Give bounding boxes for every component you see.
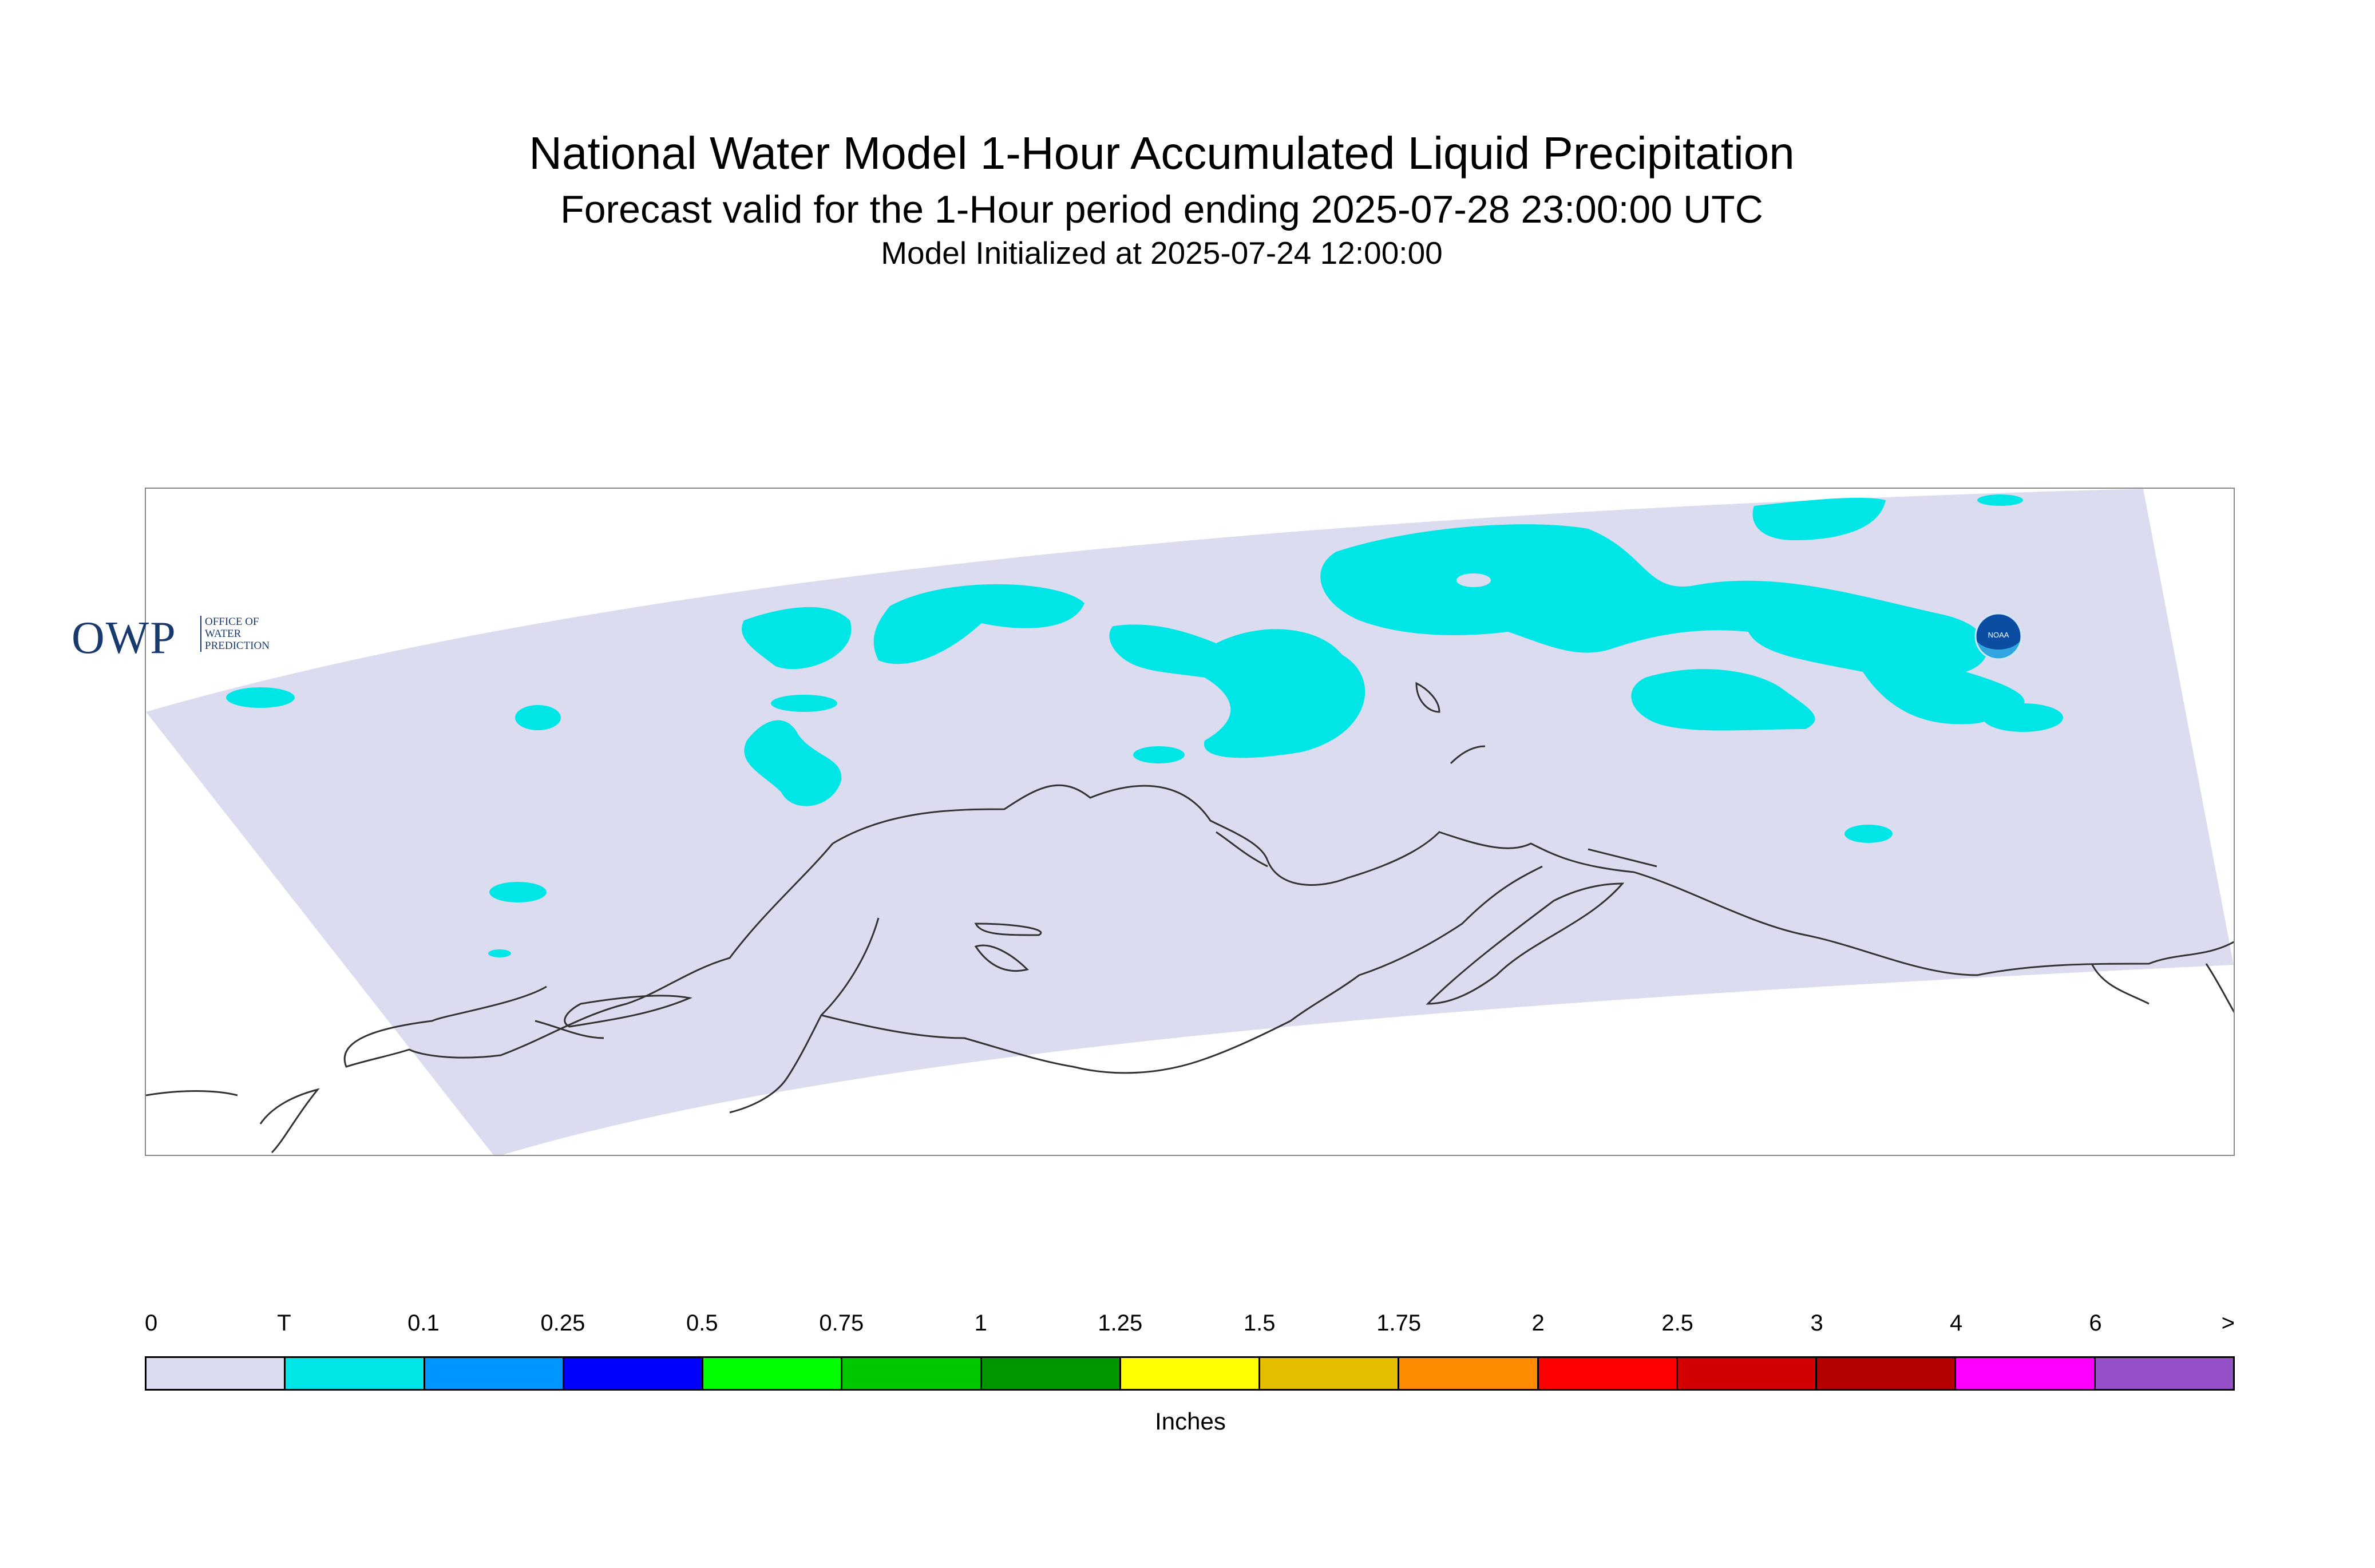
coastline — [2205, 963, 2234, 1013]
legend-tick-label: 1.5 — [1243, 1310, 1276, 1336]
legend-tick-label: 1.75 — [1376, 1310, 1422, 1336]
forecast-valid-subtitle: Forecast valid for the 1-Hour period end… — [560, 188, 1763, 231]
legend-swatch — [425, 1358, 564, 1389]
legend-units: Inches — [1155, 1408, 1226, 1435]
legend-swatch — [1956, 1358, 2096, 1389]
precipitation-map — [145, 488, 2235, 1156]
coastline — [974, 944, 1029, 972]
coastline — [729, 917, 880, 1114]
legend-tick-label: 0.25 — [540, 1310, 585, 1336]
legend-swatch — [147, 1358, 286, 1389]
precip-area — [744, 720, 842, 806]
legend-tick-label: 4 — [1949, 1310, 1963, 1336]
precip-area — [1752, 497, 1886, 540]
precip-area — [771, 695, 837, 712]
coastline — [1266, 831, 2234, 976]
coastline — [1216, 831, 1268, 868]
legend-swatch — [842, 1358, 982, 1389]
legend-tick-label: 0.75 — [819, 1310, 864, 1336]
owp-logo-text: OWP — [72, 613, 177, 663]
precip-area — [1109, 624, 1365, 758]
coastline — [1588, 848, 1657, 868]
legend-swatch — [1677, 1358, 1818, 1389]
precip-area — [488, 949, 511, 957]
legend-swatch — [1817, 1358, 1957, 1389]
precip-area — [1844, 825, 1893, 843]
legend-swatch — [981, 1358, 1121, 1389]
coastline — [146, 1090, 238, 1096]
coastlines — [146, 682, 2234, 1154]
legend-tick-label: 0.5 — [686, 1310, 718, 1336]
coastline — [832, 784, 1269, 861]
legend-tick-label: 6 — [2089, 1310, 2102, 1336]
legend-tick-label: 3 — [1810, 1310, 1823, 1336]
coastline — [535, 1020, 604, 1039]
legend-labels: 0 T 0.1 0.25 0.5 0.75 1 1.25 1.5 1.75 2 2.5 3 4 6 > — [145, 1310, 2235, 1345]
map-canvas — [146, 489, 2234, 1155]
precip-area — [873, 584, 1084, 664]
model-domain — [146, 489, 2234, 1155]
noaa-logo-text: NOAA — [1988, 631, 2009, 639]
coastline — [2091, 963, 2150, 1005]
legend-swatch — [1538, 1358, 1678, 1389]
precipitation-areas — [226, 494, 2063, 957]
precip-area — [226, 687, 295, 708]
coastline — [1415, 682, 1440, 713]
coastline — [821, 1014, 1200, 1074]
legend-tick-label: 2.5 — [1661, 1310, 1693, 1336]
precip-area — [515, 705, 561, 730]
coastline — [1198, 865, 1543, 1062]
legend-swatch — [703, 1358, 843, 1389]
precip-area — [489, 882, 547, 902]
map-title: National Water Model 1-Hour Accumulated … — [529, 128, 1795, 179]
legend-swatch — [1121, 1358, 1261, 1389]
legend-tick-label: > — [2221, 1310, 2235, 1336]
legend-tick-label: T — [277, 1310, 291, 1336]
coastline — [564, 995, 693, 1028]
legend-tick-label: 0 — [145, 1310, 158, 1336]
precip-area — [1456, 573, 1491, 587]
legend-colorbar — [145, 1356, 2235, 1391]
noaa-logo-icon: NOAA — [1974, 612, 2022, 660]
legend-swatch — [286, 1358, 425, 1389]
coastline — [259, 1088, 320, 1154]
coastline — [1426, 882, 1625, 1005]
legend-swatch — [1260, 1358, 1400, 1389]
coastline — [1450, 745, 1486, 765]
precip-area — [1977, 494, 2023, 506]
precip-area — [1133, 746, 1185, 763]
owp-logo: OWP OFFICE OF WATER PREDICTION — [72, 612, 270, 664]
model-init-subtitle: Model Initialized at 2025-07-24 12:00:00 — [881, 235, 1443, 271]
precip-area — [1983, 703, 2063, 732]
precip-area — [1320, 524, 2025, 724]
legend-tick-label: 1.25 — [1098, 1310, 1143, 1336]
legend-swatch — [2095, 1358, 2233, 1389]
legend-tick-label: 1 — [974, 1310, 987, 1336]
precip-area — [742, 607, 852, 670]
legend-tick-label: 0.1 — [407, 1310, 440, 1336]
legend-swatch — [564, 1358, 704, 1389]
coastline — [974, 922, 1042, 936]
coastline — [343, 843, 834, 1068]
legend-tick-label: 2 — [1531, 1310, 1545, 1336]
legend-swatch — [1399, 1358, 1539, 1389]
owp-logo-subtext: OFFICE OF WATER PREDICTION — [200, 616, 291, 652]
precip-area — [1631, 669, 1815, 731]
